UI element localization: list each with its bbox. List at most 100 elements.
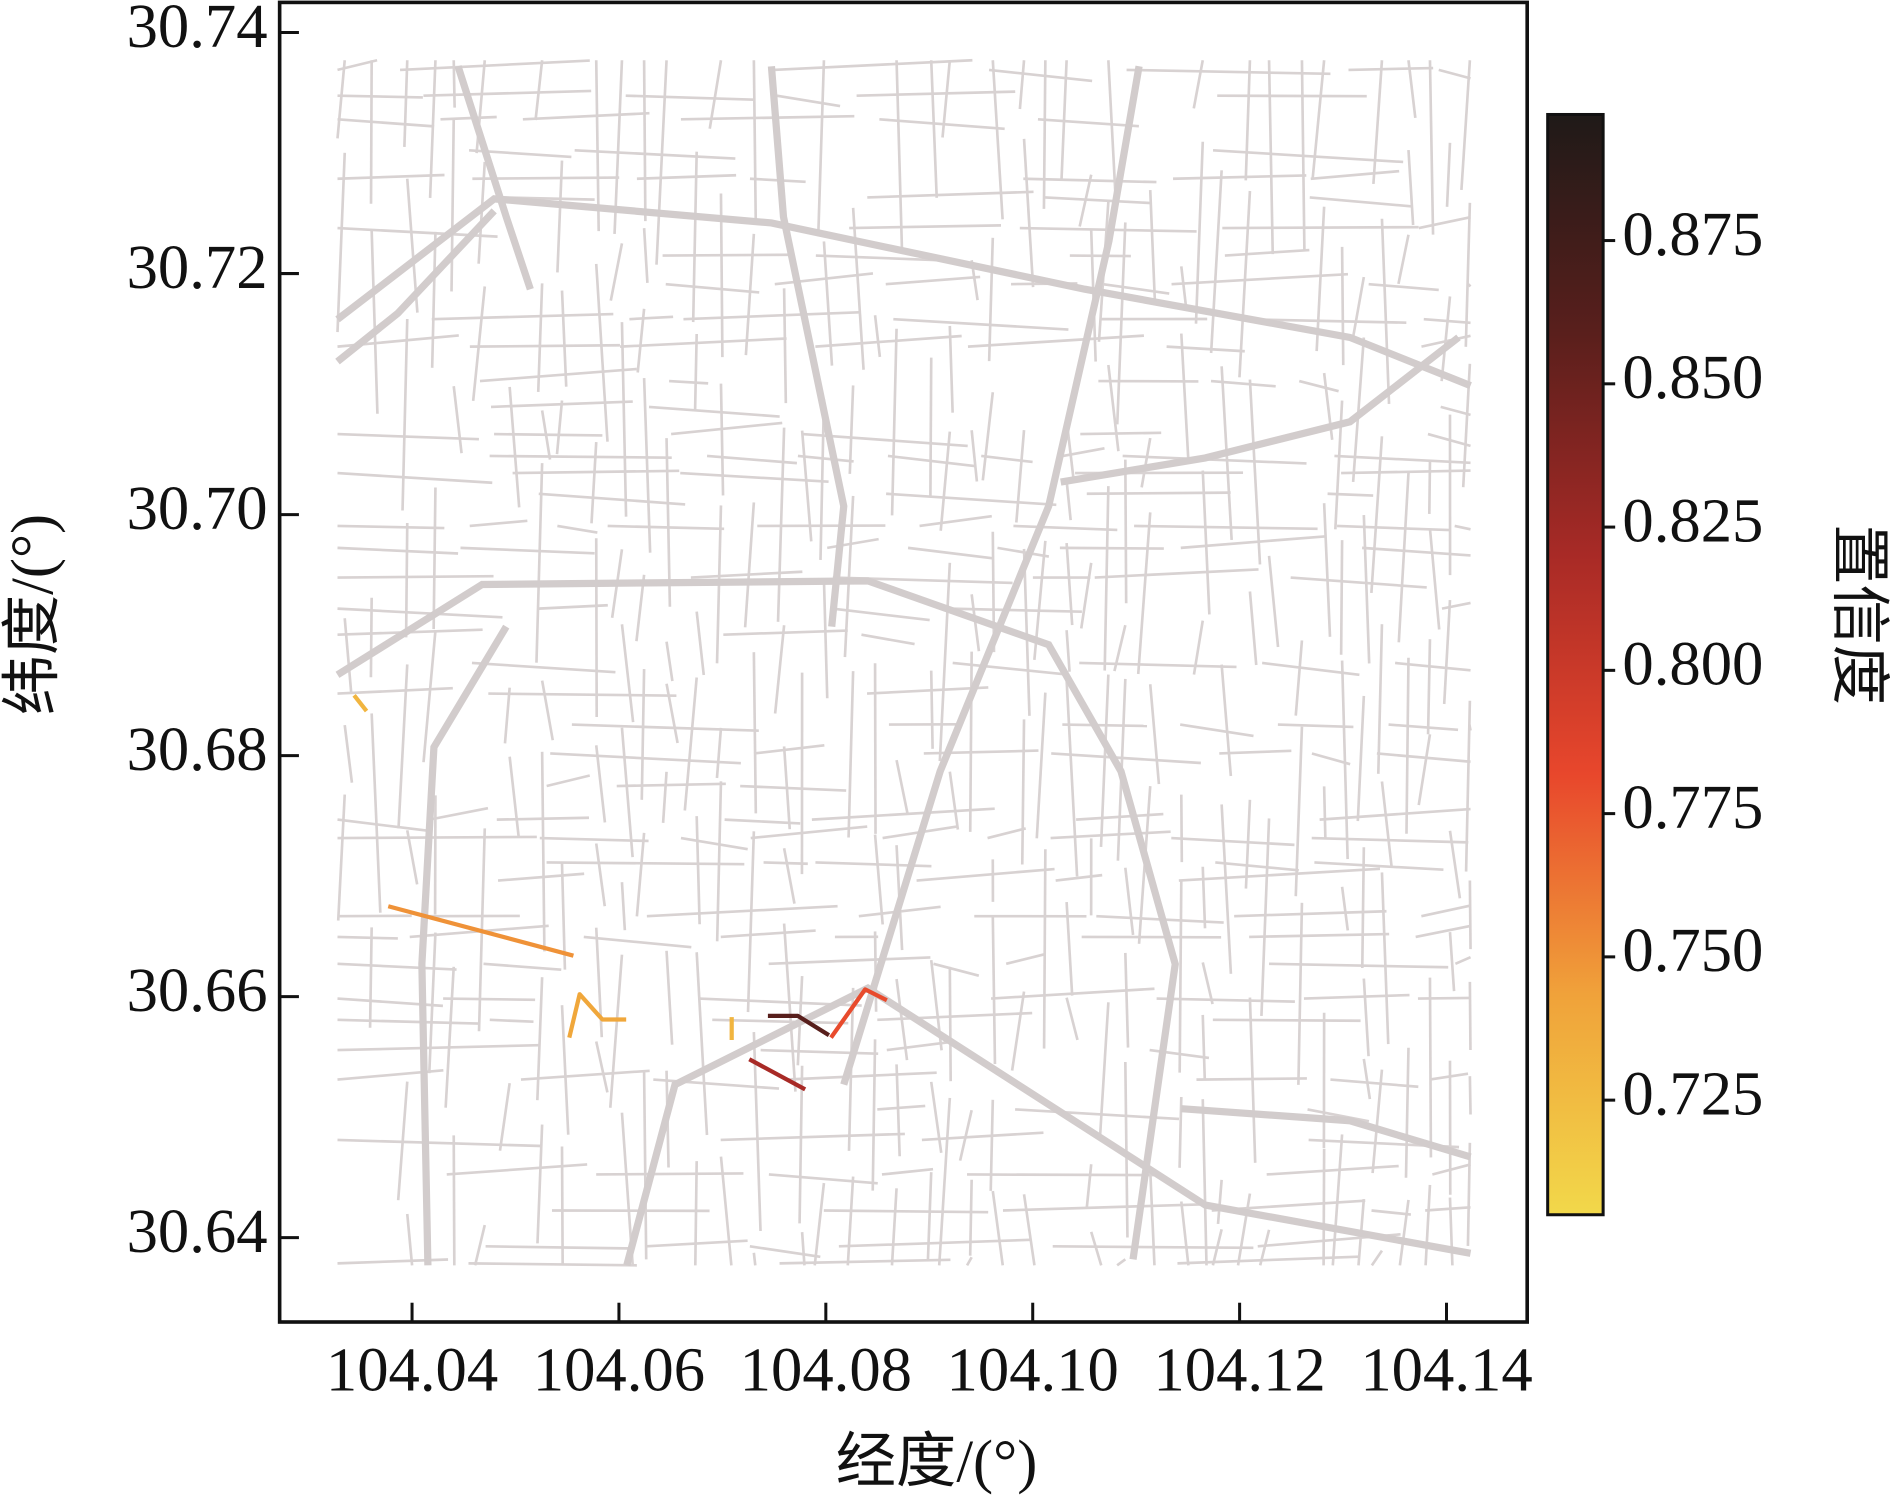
road	[895, 759, 909, 814]
road	[498, 1082, 511, 1151]
road	[1331, 1134, 1344, 1266]
road	[1107, 60, 1117, 192]
road	[1315, 206, 1326, 352]
road	[848, 385, 855, 474]
road	[1442, 600, 1452, 705]
road	[1337, 524, 1450, 532]
road	[1065, 542, 1074, 626]
road	[867, 190, 1034, 199]
road	[1201, 1014, 1207, 1079]
road	[423, 89, 592, 98]
road	[571, 723, 759, 732]
road	[893, 317, 1069, 331]
road	[489, 454, 672, 459]
road	[1179, 1201, 1190, 1266]
road	[776, 427, 786, 622]
road	[851, 207, 865, 370]
road	[665, 641, 674, 682]
road	[1086, 491, 1231, 496]
road	[987, 237, 995, 362]
road	[661, 771, 668, 823]
road	[536, 977, 544, 1101]
road	[613, 60, 624, 235]
road	[752, 1252, 757, 1266]
road	[427, 932, 437, 1074]
road	[1311, 836, 1469, 844]
road	[1370, 1249, 1384, 1267]
road	[948, 771, 960, 830]
road	[683, 310, 860, 321]
road	[1248, 591, 1258, 666]
road	[1080, 431, 1162, 436]
road	[368, 927, 373, 1028]
road	[1002, 1202, 1205, 1212]
road	[826, 537, 879, 550]
road	[429, 806, 489, 821]
road	[1397, 234, 1410, 285]
road	[1211, 1229, 1223, 1266]
road	[512, 469, 680, 475]
y-tick-label: 30.64	[127, 1196, 268, 1266]
road	[431, 312, 614, 321]
road	[1356, 695, 1366, 822]
road	[1417, 996, 1471, 1000]
road	[432, 487, 437, 630]
road	[916, 867, 1055, 882]
road	[560, 1005, 570, 1135]
road	[1216, 1179, 1223, 1225]
road	[574, 148, 736, 160]
road	[749, 1245, 821, 1259]
road	[337, 1138, 543, 1148]
road	[397, 664, 409, 829]
road	[536, 283, 544, 392]
road	[1448, 830, 1462, 899]
road	[929, 357, 933, 498]
road	[336, 152, 347, 333]
road	[508, 756, 520, 837]
road	[620, 624, 635, 723]
road	[695, 952, 709, 1136]
road	[921, 1131, 1044, 1142]
road	[1404, 1047, 1410, 1178]
road	[1102, 282, 1170, 295]
road	[819, 399, 826, 560]
road	[1362, 1058, 1372, 1100]
road	[1371, 1069, 1384, 1174]
colorbar	[1546, 112, 1605, 1217]
road	[450, 118, 456, 292]
road	[609, 243, 624, 301]
x-tick-label: 104.12	[1153, 1335, 1325, 1405]
road	[1334, 454, 1471, 465]
road	[1224, 248, 1310, 257]
road	[337, 935, 398, 940]
road	[1215, 861, 1299, 872]
road	[1099, 674, 1110, 848]
road	[479, 367, 637, 383]
road	[1005, 953, 1045, 966]
road	[1421, 904, 1471, 918]
road	[337, 471, 493, 485]
road	[1220, 664, 1233, 777]
road	[1334, 400, 1344, 530]
road	[1307, 1108, 1370, 1123]
road	[369, 597, 373, 678]
road	[1351, 337, 1366, 483]
y-axis-label: 纬度/(°)	[0, 514, 66, 715]
road	[890, 1188, 898, 1266]
road	[1371, 1209, 1412, 1216]
road	[337, 818, 428, 832]
road	[488, 692, 677, 697]
road	[616, 782, 726, 788]
colorbar-tick-label: 0.750	[1622, 915, 1763, 985]
road	[1266, 1164, 1399, 1176]
road	[1103, 486, 1110, 671]
road	[469, 343, 620, 348]
road	[926, 1172, 933, 1260]
road	[1309, 196, 1412, 208]
major-road	[1060, 334, 1461, 486]
road	[1124, 952, 1130, 1048]
road	[768, 956, 931, 966]
road	[1426, 639, 1432, 735]
road	[538, 492, 686, 506]
road	[337, 1043, 539, 1052]
